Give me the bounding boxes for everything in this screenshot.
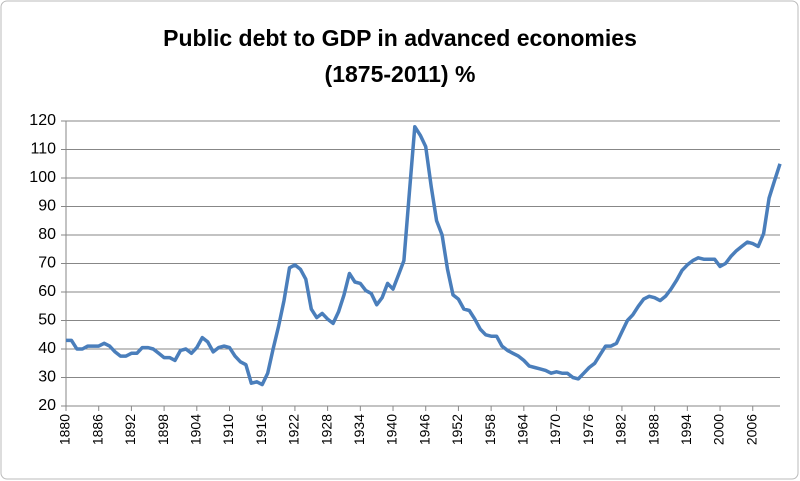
- x-tick-label: 1958: [482, 414, 498, 445]
- y-tick-label: 20: [38, 397, 56, 414]
- x-tick-label: 2000: [711, 414, 727, 445]
- chart-title: Public debt to GDP in advanced economies: [163, 25, 637, 51]
- x-tick-label: 1964: [515, 414, 531, 445]
- data-line: [66, 124, 782, 387]
- y-tick-label: 120: [29, 112, 56, 129]
- x-tick-label: 1952: [449, 414, 465, 445]
- chart-title: (1875-2011) %: [325, 61, 476, 87]
- x-tick-label: 1886: [89, 414, 105, 445]
- x-tick-label: 1970: [547, 414, 563, 445]
- x-tick-label: 1892: [122, 414, 138, 445]
- x-tick-label: 1940: [384, 414, 400, 445]
- x-tick-label: 1934: [351, 414, 367, 445]
- y-tick-label: 30: [38, 369, 56, 386]
- x-tick-label: 1928: [318, 414, 334, 445]
- y-tick-label: 60: [38, 283, 56, 300]
- y-tick-label: 110: [30, 141, 56, 158]
- x-tick-label: 1946: [416, 414, 432, 445]
- y-tick-label: 100: [29, 169, 56, 186]
- x-tick-label: 2006: [743, 414, 759, 445]
- x-tick-label: 1910: [220, 414, 236, 445]
- x-tick-label: 1982: [613, 414, 629, 445]
- y-tick-label: 40: [38, 340, 56, 357]
- x-tick-label: 1904: [188, 414, 204, 445]
- x-tick-label: 1922: [286, 414, 302, 445]
- x-tick-label: 1898: [155, 414, 171, 445]
- x-tick-label: 1976: [580, 414, 596, 445]
- y-tick-label: 80: [38, 226, 56, 243]
- y-tick-label: 90: [38, 198, 56, 215]
- y-tick-label: 70: [38, 255, 56, 272]
- y-tick-label: 50: [38, 312, 56, 329]
- x-tick-label: 1988: [645, 414, 661, 445]
- x-tick-label: 1994: [678, 414, 694, 445]
- x-tick-label: 1916: [253, 414, 269, 445]
- x-tick-label: 1880: [57, 414, 73, 445]
